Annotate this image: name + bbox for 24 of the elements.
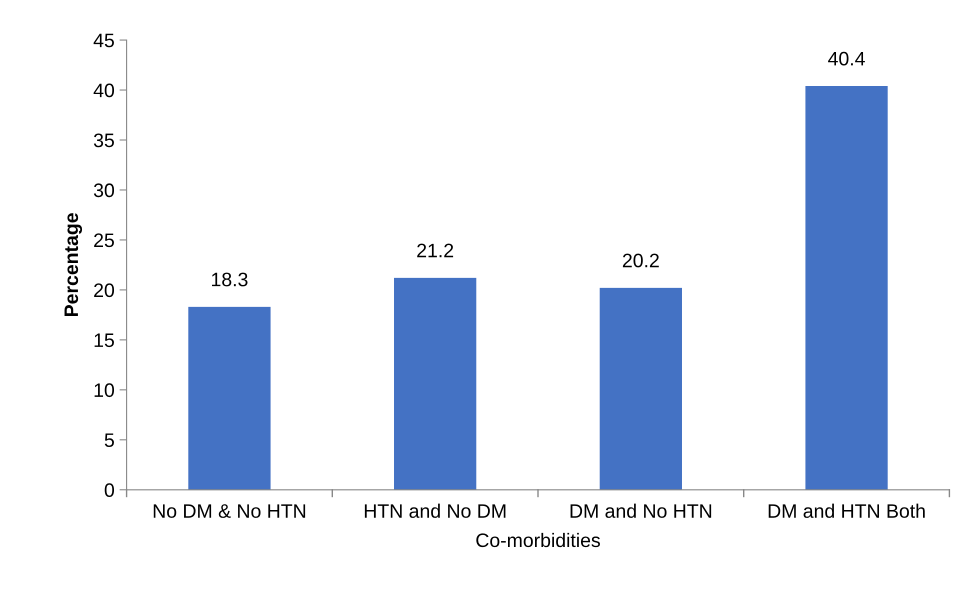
- y-tick-label: 45: [94, 34, 114, 48]
- x-tick-label: No DM & No HTN: [154, 504, 306, 518]
- y-tick-label: 40: [94, 84, 114, 98]
- bar: [600, 288, 682, 490]
- y-tick-label: 0: [104, 483, 114, 497]
- y-tick-label: 35: [94, 133, 114, 148]
- bar: [805, 86, 888, 490]
- data-label: 20.2: [622, 254, 659, 268]
- y-tick-label: 15: [94, 334, 114, 348]
- x-tick-label: DM and No HTN: [570, 504, 712, 518]
- y-tick-label: 30: [94, 183, 114, 198]
- data-label: 21.2: [417, 244, 454, 258]
- x-tick-label: DM and HTN Both: [768, 504, 925, 518]
- y-tick-label: 25: [94, 233, 114, 248]
- bar: [394, 278, 476, 490]
- y-tick-label: 20: [94, 283, 114, 298]
- y-axis-title: Percentage: [64, 213, 82, 316]
- bar: [188, 306, 271, 490]
- data-label: 40.4: [828, 52, 865, 66]
- x-tick-label: HTN and No DM: [364, 504, 506, 518]
- y-tick-label: 5: [104, 433, 114, 448]
- data-label: 18.3: [212, 272, 248, 286]
- y-tick-label: 10: [94, 383, 114, 398]
- x-axis-title: Co-morbidities: [476, 532, 600, 548]
